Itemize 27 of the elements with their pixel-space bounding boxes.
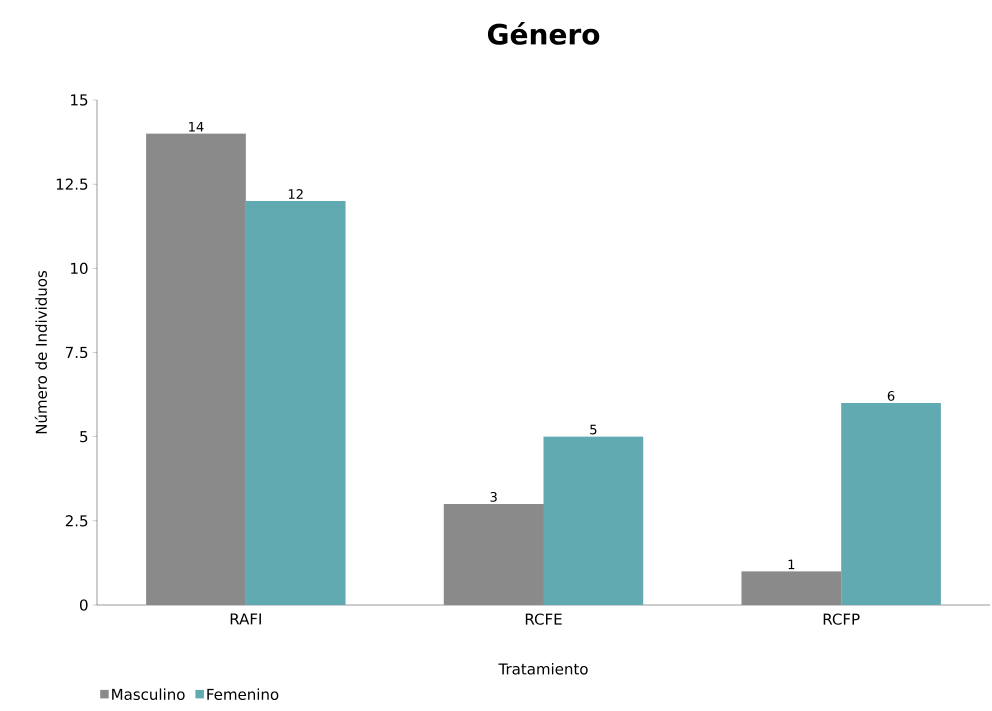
data-label: 5: [590, 424, 596, 434]
data-label: 14: [189, 122, 204, 132]
bar: [246, 200, 346, 605]
y-tick-label: 15: [71, 94, 88, 106]
data-label: 6: [888, 390, 894, 401]
data-label: 1: [788, 560, 794, 570]
x-tick-label: RCFP: [824, 613, 860, 625]
y-axis-title: Número de Individuos: [34, 270, 47, 434]
bar: [444, 504, 544, 605]
x-axis-title: Tratamiento: [498, 663, 588, 675]
legend-label: Femenino: [207, 688, 278, 700]
y-tick-label: 10: [71, 262, 88, 274]
y-tick-label: 12.5: [56, 178, 88, 190]
y-tick-label: 0: [80, 599, 88, 611]
chart-title: Género: [488, 22, 600, 45]
bar: [741, 571, 842, 605]
y-tick-label: 5: [80, 431, 88, 442]
data-label: 3: [490, 492, 497, 502]
bar: [544, 436, 644, 605]
data-label: 12: [288, 189, 303, 199]
x-tick-label: RAFI: [230, 613, 261, 624]
y-tick-label: 2.5: [66, 515, 88, 527]
legend-label: Masculino: [112, 688, 185, 700]
bar: [146, 134, 246, 605]
x-tick-label: RCFE: [526, 613, 562, 625]
bar: [841, 402, 941, 605]
y-tick-label: 7.5: [66, 346, 88, 358]
